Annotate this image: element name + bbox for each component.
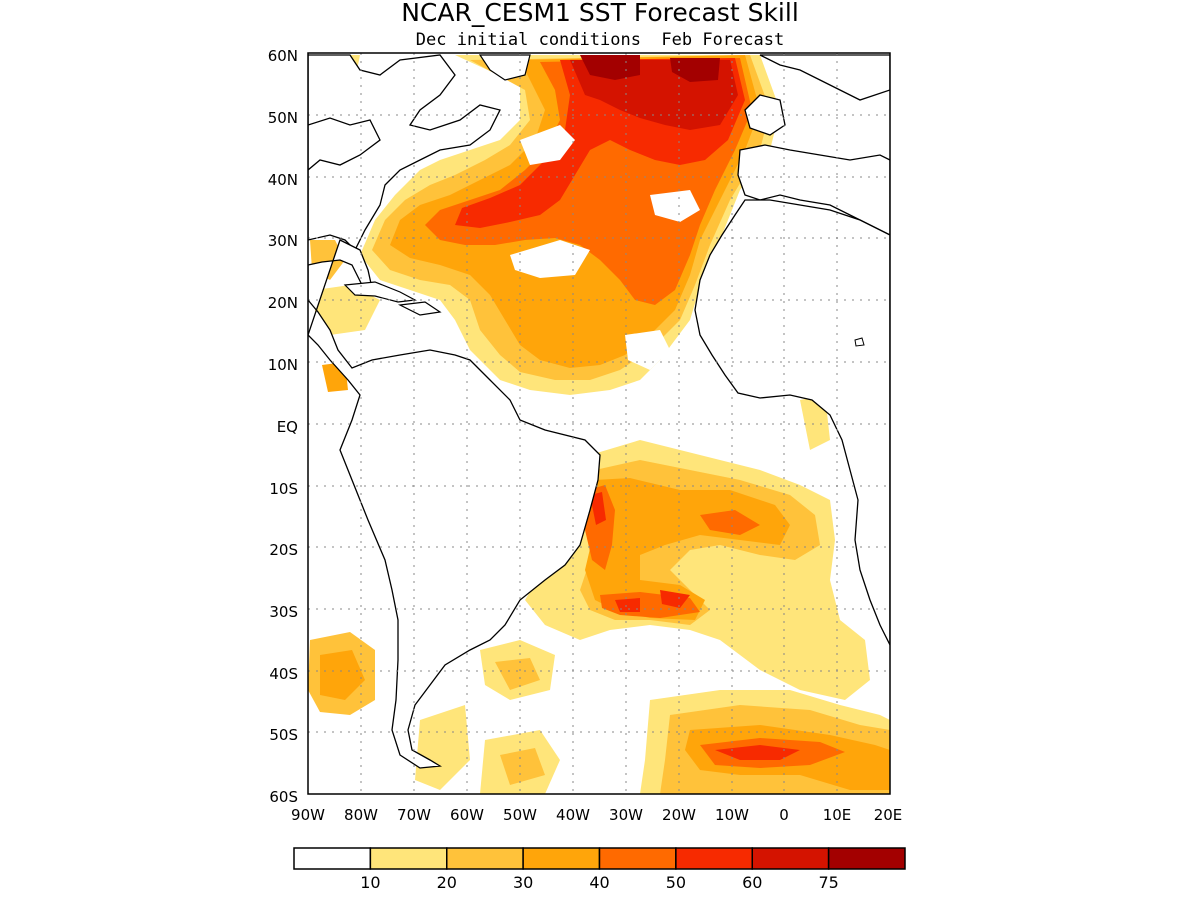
map-panel: 60N 50N 40N 30N 20N 10N EQ 10S 20S 30S 4… — [268, 47, 903, 824]
map-subtitle: Dec initial conditions Feb Forecast — [416, 30, 784, 50]
lon-label: 10E — [823, 806, 852, 824]
lat-axis: 60N 50N 40N 30N 20N 10N EQ 10S 20S 30S 4… — [268, 47, 298, 806]
skill-contour-sep-high — [320, 650, 365, 700]
land-hispaniola — [397, 301, 442, 316]
land-cuba — [343, 281, 417, 303]
lat-label: 30N — [268, 232, 298, 250]
colorbar-label: 20 — [437, 873, 457, 892]
map-title: NCAR_CESM1 SST Forecast Skill — [401, 0, 799, 27]
lat-label: 50S — [269, 726, 298, 744]
lat-label: 10S — [269, 480, 298, 498]
skill-gap-na-1 — [520, 125, 575, 165]
land-canary — [854, 337, 865, 347]
lat-label: 20S — [269, 541, 298, 559]
colorbar: 10 20 30 40 50 60 75 — [293, 847, 906, 892]
colorbar-label: 60 — [742, 873, 762, 892]
lon-label: 20W — [662, 806, 696, 824]
skill-gap-na-2 — [510, 240, 590, 278]
skill-gap-na-4 — [625, 330, 670, 370]
colorbar-swatch — [369, 847, 448, 870]
map-frame — [307, 52, 891, 795]
lon-label: 50W — [503, 806, 537, 824]
lat-label: 60N — [268, 47, 298, 65]
skill-contour-patch-3 — [415, 705, 470, 790]
colorbar-swatch — [827, 847, 906, 870]
lat-label: 40S — [269, 665, 298, 683]
skill-contour-patch-2 — [495, 658, 540, 690]
graticule — [308, 53, 890, 794]
lon-label: 30W — [609, 806, 643, 824]
lat-label: 60S — [269, 788, 298, 806]
colorbar-swatch — [675, 847, 753, 870]
land-africa — [694, 199, 890, 646]
skill-contour-caribbean — [315, 285, 380, 335]
land-north-america — [308, 54, 501, 252]
lon-label: 40W — [556, 806, 590, 824]
skill-gap-na-3 — [650, 190, 700, 222]
colorbar-swatch — [293, 847, 372, 870]
colorbar-label: 50 — [666, 873, 686, 892]
skill-contour-50-sa — [590, 492, 690, 612]
lat-label: EQ — [277, 418, 298, 436]
skill-contour-50-so — [715, 745, 800, 760]
colorbar-swatch — [598, 847, 677, 870]
colorbar-swatch — [751, 847, 830, 870]
lat-label: 10N — [268, 356, 298, 374]
lat-label: 50N — [268, 109, 298, 127]
lon-axis: 90W 80W 70W 60W 50W 40W 30W 20W 10W 0 10… — [291, 806, 902, 824]
lon-label: 60W — [450, 806, 484, 824]
land-greenland — [478, 54, 531, 81]
colorbar-label: 30 — [513, 873, 533, 892]
lon-label: 0 — [779, 806, 789, 824]
lat-label: 30S — [269, 603, 298, 621]
skill-contour-patch-5 — [500, 748, 545, 785]
colorbar-label: 40 — [589, 873, 609, 892]
land-florida — [308, 239, 601, 769]
colorbar-swatch — [446, 847, 524, 870]
skill-contour-75-na — [580, 55, 720, 82]
lon-label: 70W — [397, 806, 431, 824]
colorbar-label: 10 — [360, 873, 380, 892]
skill-field — [308, 54, 890, 794]
lon-label: 20E — [874, 806, 903, 824]
colorbar-label: 75 — [818, 873, 838, 892]
lat-label: 20N — [268, 294, 298, 312]
lon-label: 10W — [715, 806, 749, 824]
lat-label: 40N — [268, 171, 298, 189]
colorbar-swatch — [522, 847, 601, 870]
lon-label: 90W — [291, 806, 325, 824]
lon-label: 80W — [344, 806, 378, 824]
skill-contour-40-sa — [585, 485, 760, 618]
